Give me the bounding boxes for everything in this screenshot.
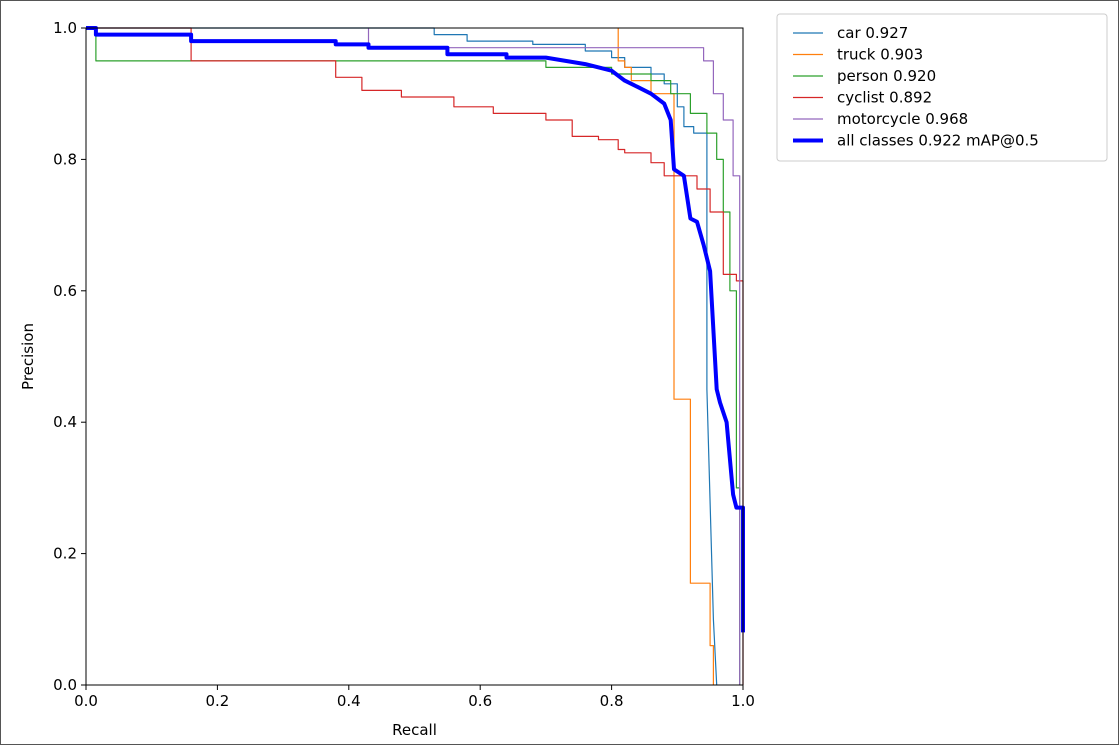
legend-label: all classes 0.922 mAP@0.5 [837,132,1039,150]
axes-box [85,27,744,686]
plot-lines [86,26,745,686]
legend-label: cyclist 0.892 [837,89,932,107]
x-tick-label: 0.2 [205,692,229,710]
legend-label: person 0.920 [837,67,936,85]
y-axis-label: Precision [19,323,37,390]
y-tick-label: 0.4 [53,413,77,431]
legend: car 0.927 truck 0.903 person 0.920 cyclist … [776,13,1108,162]
x-axis-label: Recall [392,721,437,739]
x-tick-label: 1.0 [731,692,755,710]
series-line-5 [86,26,745,633]
x-tick-label: 0.8 [600,692,624,710]
x-tick-label: 0.6 [468,692,492,710]
series-line-0 [86,27,718,686]
series-line-1 [617,28,715,685]
x-axis: 0.0 0.2 0.4 0.6 0.8 1.0 [74,685,755,710]
y-axis: 0.0 0.2 0.4 0.6 0.8 1.0 [53,19,86,694]
legend-label: truck 0.903 [837,46,923,64]
x-tick-label: 0.0 [74,692,98,710]
y-tick-label: 1.0 [53,19,77,37]
y-tick-label: 0.2 [53,545,77,563]
series-line-3 [86,27,744,685]
legend-box [776,13,1108,162]
legend-label: motorcycle 0.968 [837,110,968,128]
legend-label: car 0.927 [837,24,908,42]
series-line-2 [86,27,741,685]
y-tick-label: 0.8 [53,150,77,168]
series-line-4 [367,28,741,685]
x-tick-label: 0.4 [337,692,361,710]
y-tick-label: 0.6 [53,282,77,300]
y-tick-label: 0.0 [53,676,77,694]
